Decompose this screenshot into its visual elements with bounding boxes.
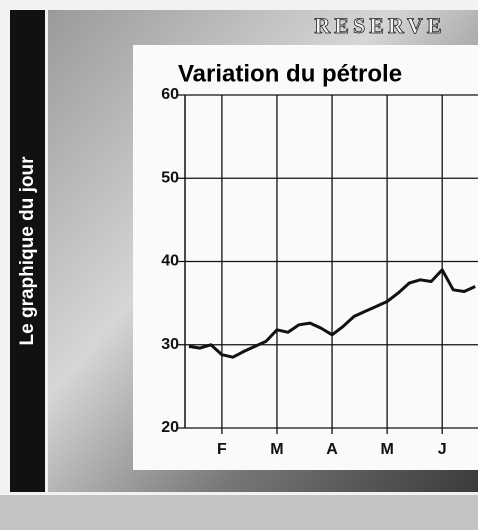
y-tick-label: 30 (161, 336, 179, 353)
x-tick-label: M (270, 441, 283, 458)
x-tick-label: J (438, 441, 447, 458)
chart-title: Variation du pétrole (178, 60, 402, 87)
y-tick-label: 40 (161, 253, 179, 270)
y-tick-label: 20 (161, 419, 179, 436)
page: {"sidebar_label": "Le graphique du jour"… (0, 0, 478, 530)
x-tick-label: M (380, 441, 393, 458)
clipping: Le graphique du jour RESERVE Variation d… (0, 0, 478, 530)
sidebar-label: Le graphique du jour (17, 156, 38, 346)
photo-text: RESERVE (314, 13, 445, 38)
y-tick-label: 60 (161, 86, 179, 103)
bottom-band (0, 495, 478, 530)
x-tick-label: F (217, 441, 227, 458)
x-tick-label: A (326, 441, 338, 458)
y-tick-label: 50 (161, 169, 179, 186)
